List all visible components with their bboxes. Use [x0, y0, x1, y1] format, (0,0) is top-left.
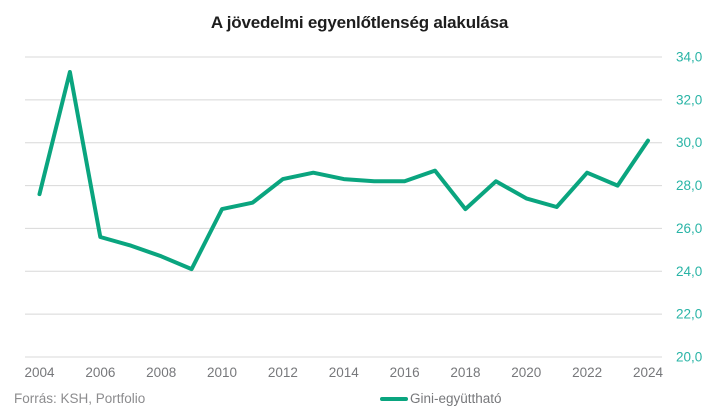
- x-axis-tick-label: 2022: [572, 365, 602, 380]
- x-axis-tick-label: 2016: [390, 365, 420, 380]
- source-credit: Forrás: KSH, Portfolio: [14, 391, 146, 406]
- x-axis-tick-label: 2024: [633, 365, 664, 380]
- x-axis-tick-label: 2012: [268, 365, 298, 380]
- y-axis-tick-label: 32,0: [676, 92, 702, 107]
- x-axis-tick-label: 2018: [450, 365, 480, 380]
- x-axis-tick-label: 2020: [511, 365, 541, 380]
- x-axis-tick-label: 2004: [24, 365, 55, 380]
- chart-title: A jövedelmi egyenlőtlenség alakulása: [210, 13, 509, 32]
- y-axis-tick-label: 20,0: [676, 350, 702, 365]
- legend-line-swatch: [380, 396, 408, 401]
- x-axis-tick-label: 2010: [207, 365, 237, 380]
- x-axis-tick-label: 2006: [85, 365, 115, 380]
- x-axis-tick-label: 2008: [146, 365, 176, 380]
- y-axis-tick-label: 26,0: [676, 221, 702, 236]
- y-axis-tick-label: 30,0: [676, 135, 702, 150]
- gini-line-series: [37, 70, 650, 272]
- y-axis-tick-label: 34,0: [676, 50, 702, 65]
- x-axis-tick-label: 2014: [329, 365, 360, 380]
- legend[interactable]: Gini-együttható: [380, 391, 502, 406]
- legend-label: Gini-együttható: [410, 391, 502, 406]
- y-axis-tick-label: 28,0: [676, 178, 702, 193]
- y-axis-tick-label: 22,0: [676, 307, 702, 322]
- y-axis-tick-label: 24,0: [676, 264, 702, 279]
